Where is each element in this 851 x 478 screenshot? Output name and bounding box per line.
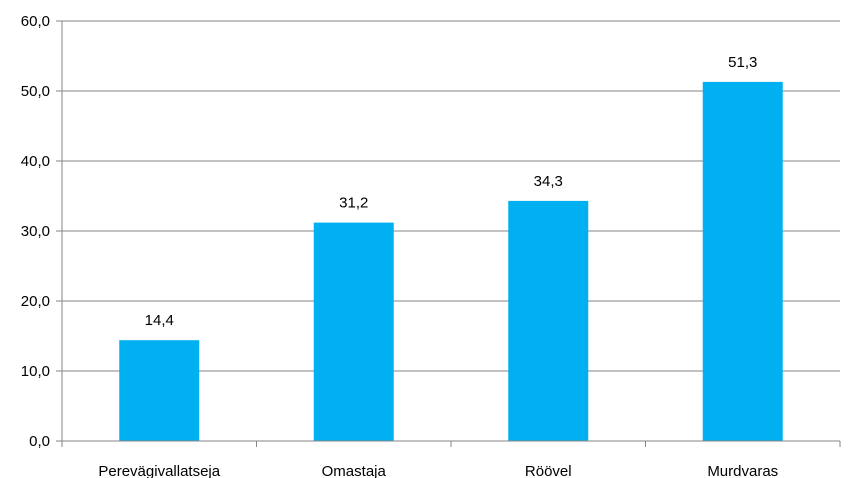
y-tick-label: 50,0 bbox=[21, 83, 50, 100]
data-label: 51,3 bbox=[728, 54, 757, 71]
axes bbox=[56, 20, 841, 447]
data-label: 31,2 bbox=[339, 195, 368, 212]
bar bbox=[313, 222, 394, 441]
bars bbox=[119, 81, 783, 442]
y-tick-label: 60,0 bbox=[21, 13, 50, 30]
bar bbox=[508, 200, 589, 441]
y-tick-label: 0,0 bbox=[29, 433, 50, 450]
bar bbox=[119, 340, 200, 441]
x-category-label: Röövel bbox=[525, 463, 572, 478]
data-label: 34,3 bbox=[534, 173, 563, 190]
y-tick-label: 40,0 bbox=[21, 153, 50, 170]
x-category-label: Murdvaras bbox=[707, 463, 778, 478]
data-label: 14,4 bbox=[145, 312, 174, 329]
y-tick-label: 30,0 bbox=[21, 223, 50, 240]
y-tick-label: 20,0 bbox=[21, 293, 50, 310]
x-category-label: Omastaja bbox=[322, 463, 387, 478]
labels: 0,0 10,0 20,0 30,0 40,0 50,0 60,0 14,4 Perevägiv… bbox=[21, 13, 778, 478]
bar bbox=[702, 81, 783, 442]
x-category-label: Perevägivallatseja bbox=[98, 463, 220, 478]
y-tick-label: 10,0 bbox=[21, 363, 50, 380]
